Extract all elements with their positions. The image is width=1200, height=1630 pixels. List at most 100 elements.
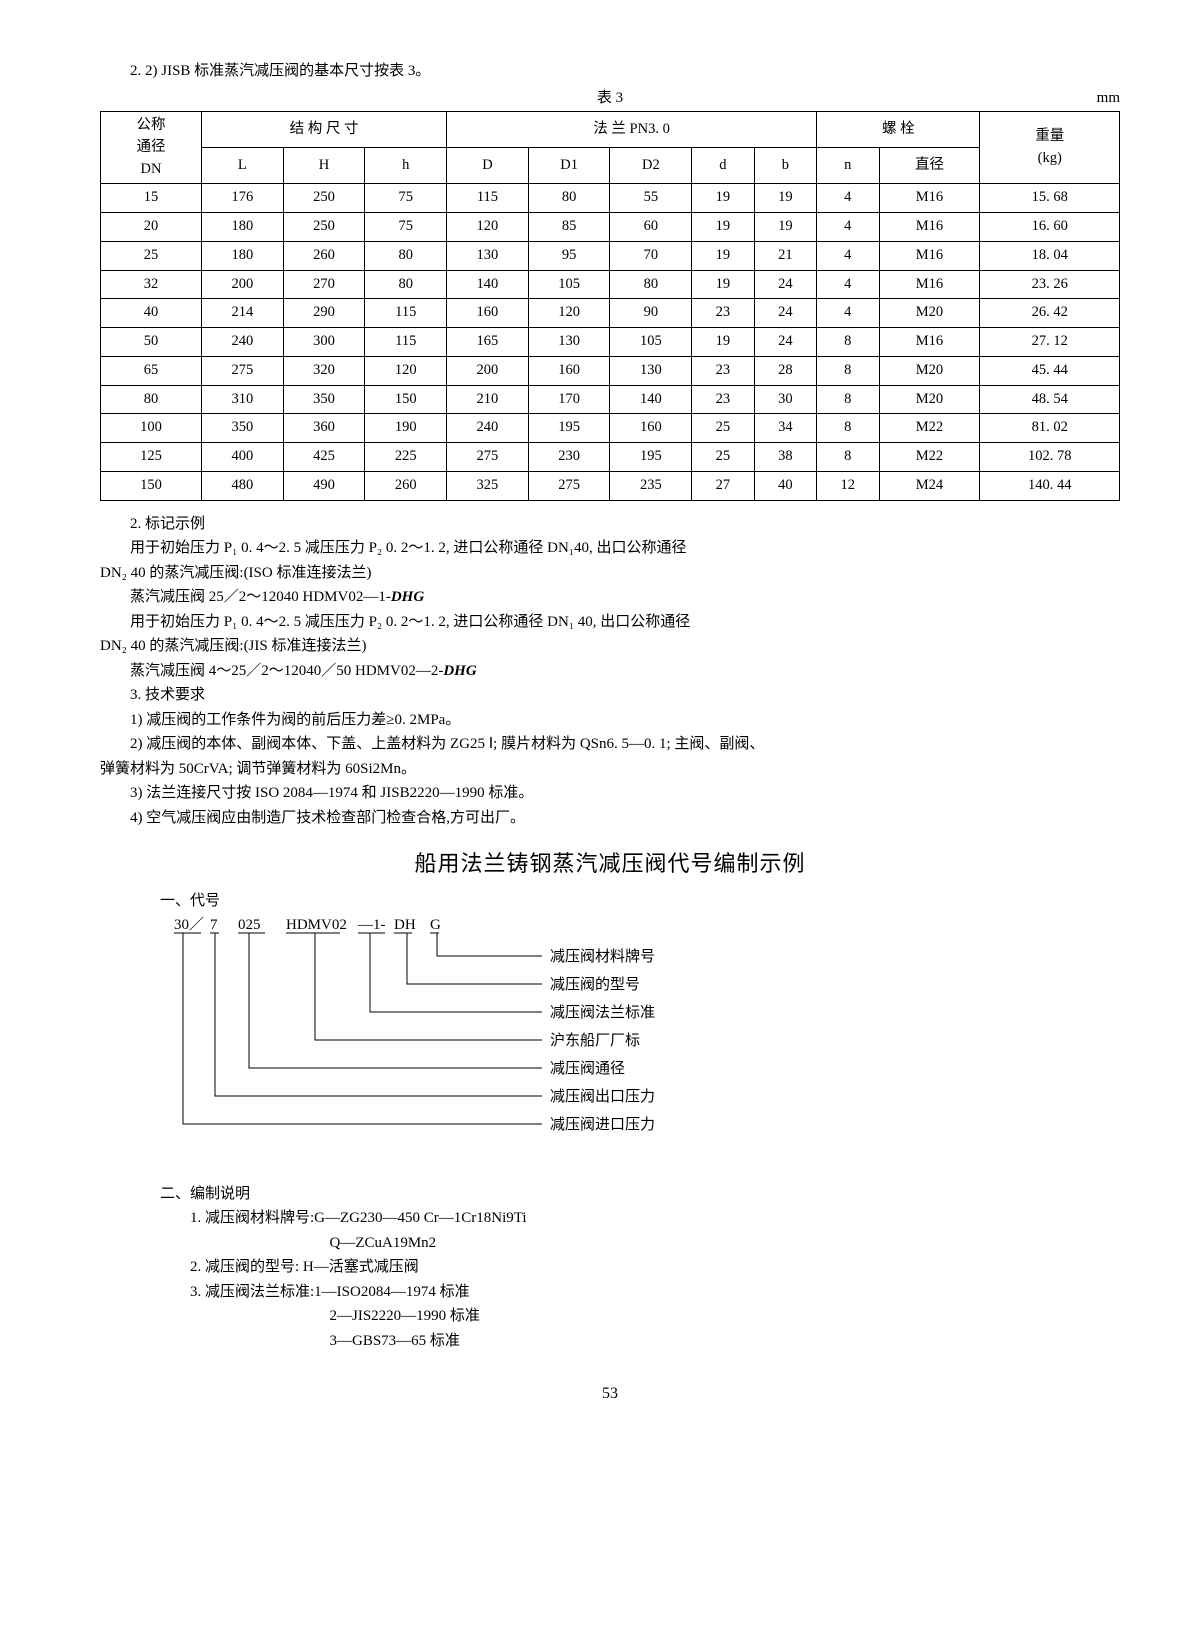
svg-text:HDMV02: HDMV02: [286, 917, 347, 933]
cell: 180: [201, 241, 283, 270]
cell: 160: [610, 414, 692, 443]
table-row: 402142901151601209023244M2026. 42: [101, 299, 1120, 328]
cell: 102. 78: [980, 443, 1120, 472]
cell: 320: [283, 356, 365, 385]
cell: 200: [201, 270, 283, 299]
cell: M20: [879, 356, 980, 385]
cell: 80: [610, 270, 692, 299]
cell: 190: [365, 414, 447, 443]
col-b: b: [754, 148, 816, 184]
note-item: 3. 减压阀法兰标准:1—ISO2084—1974 标准: [190, 1281, 1120, 1304]
svg-text:减压阀进口压力: 减压阀进口压力: [550, 1116, 655, 1133]
tech-item: 3) 法兰连接尺寸按 ISO 2084—1974 和 JISB2220—1990…: [100, 782, 1120, 805]
notes-heading: 二、编制说明: [160, 1183, 1120, 1206]
cell: 25: [692, 414, 754, 443]
cell: 290: [283, 299, 365, 328]
cell: 275: [201, 356, 283, 385]
cell: 18. 04: [980, 241, 1120, 270]
cell: 120: [528, 299, 610, 328]
cell: 23: [692, 385, 754, 414]
cell: 4: [817, 213, 879, 242]
intro-text: 2. 2) JISB 标准蒸汽减压阀的基本尺寸按表 3。: [100, 60, 1120, 83]
mark-example: 蒸汽减压阀 25／2～12040 HDMV02—1-DHG: [100, 586, 1120, 609]
svg-text:025: 025: [238, 917, 261, 933]
table-row: 2018025075120856019194M1616. 60: [101, 213, 1120, 242]
cell: M20: [879, 299, 980, 328]
cell: 23: [692, 356, 754, 385]
cell: 27: [692, 471, 754, 500]
bracket-diagram: 30／7025HDMV02—1-DHG减压阀材料牌号减压阀的型号减压阀法兰标准沪…: [160, 915, 780, 1175]
cell: 8: [817, 443, 879, 472]
cell: 140: [610, 385, 692, 414]
cell: 105: [610, 328, 692, 357]
cell: 425: [283, 443, 365, 472]
cell: 240: [201, 328, 283, 357]
mark-example: 蒸汽减压阀 4～25／2～12040／50 HDMV02—2-DHG: [100, 660, 1120, 683]
cell: M20: [879, 385, 980, 414]
cell: M16: [879, 213, 980, 242]
col-weight: 重量(kg): [980, 112, 1120, 184]
cell: 28: [754, 356, 816, 385]
col-D: D: [447, 148, 529, 184]
cell: 240: [447, 414, 529, 443]
cell: 80: [101, 385, 202, 414]
cell: 24: [754, 328, 816, 357]
cell: 120: [447, 213, 529, 242]
cell: 170: [528, 385, 610, 414]
cell: 165: [447, 328, 529, 357]
cell: 8: [817, 414, 879, 443]
svg-text:减压阀材料牌号: 减压阀材料牌号: [550, 948, 655, 965]
cell: 25: [692, 443, 754, 472]
code-diagram: 一、代号 30／7025HDMV02—1-DHG减压阀材料牌号减压阀的型号减压阀…: [160, 890, 1120, 1175]
cell: 130: [528, 328, 610, 357]
cell: 325: [447, 471, 529, 500]
cell: 45. 44: [980, 356, 1120, 385]
colgroup-bolt: 螺 栓: [817, 112, 980, 148]
cell: 26. 42: [980, 299, 1120, 328]
cell: 210: [447, 385, 529, 414]
cell: 176: [201, 184, 283, 213]
cell: 16. 60: [980, 213, 1120, 242]
col-D1: D1: [528, 148, 610, 184]
cell: 75: [365, 184, 447, 213]
cell: M24: [879, 471, 980, 500]
cell: 260: [365, 471, 447, 500]
cell: 100: [101, 414, 202, 443]
tech-item: 2) 减压阀的本体、副阀本体、下盖、上盖材料为 ZG25 Ⅰ; 膜片材料为 QS…: [100, 733, 1120, 756]
col-L: L: [201, 148, 283, 184]
cell: 21: [754, 241, 816, 270]
table-unit: mm: [1097, 87, 1120, 110]
cell: 490: [283, 471, 365, 500]
cell: 130: [610, 356, 692, 385]
mark-line: 用于初始压力 P₁ 0. 4～2. 5 减压压力 P₂ 0. 2～1. 2, 进…: [100, 611, 1120, 634]
cell: 160: [447, 299, 529, 328]
cell: 25: [101, 241, 202, 270]
cell: M16: [879, 241, 980, 270]
cell: 60: [610, 213, 692, 242]
cell: 150: [101, 471, 202, 500]
cell: 270: [283, 270, 365, 299]
cell: 19: [754, 213, 816, 242]
cell: 235: [610, 471, 692, 500]
mark-example-text: 蒸汽减压阀 4～25／2～12040／50 HDMV02—2-: [130, 663, 443, 679]
cell: 8: [817, 385, 879, 414]
cell: M16: [879, 328, 980, 357]
col-d: d: [692, 148, 754, 184]
cell: 200: [447, 356, 529, 385]
col-dn: 公称通径DN: [101, 112, 202, 184]
cell: 140. 44: [980, 471, 1120, 500]
cell: 8: [817, 356, 879, 385]
cell: 23: [692, 299, 754, 328]
table-caption: 表 3 mm: [100, 87, 1120, 110]
dimensions-table: 公称通径DN 结 构 尺 寸 法 兰 PN3. 0 螺 栓 重量(kg) LHh…: [100, 111, 1120, 501]
cell: 90: [610, 299, 692, 328]
cell: 32: [101, 270, 202, 299]
svg-text:减压阀通径: 减压阀通径: [550, 1060, 625, 1077]
mark-line: 用于初始压力 P₁ 0. 4～2. 5 减压压力 P₂ 0. 2～1. 2, 进…: [100, 537, 1120, 560]
note-sub: 3—GBS73—65 标准: [330, 1330, 1121, 1353]
cell: 19: [692, 184, 754, 213]
svg-text:减压阀法兰标准: 减压阀法兰标准: [550, 1004, 655, 1021]
cell: 360: [283, 414, 365, 443]
note-sub: Q—ZCuA19Mn2: [330, 1232, 1121, 1255]
svg-text:G: G: [430, 917, 441, 933]
